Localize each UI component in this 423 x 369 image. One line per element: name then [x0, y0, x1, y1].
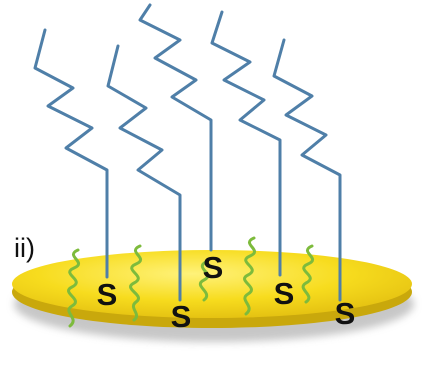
short-chain [129, 244, 143, 322]
sulfur-atom: S [171, 299, 192, 334]
long-chain-layer [33, 3, 342, 302]
substrate-top [12, 250, 412, 318]
gold-substrate [12, 250, 414, 342]
sulfur-atom: S [335, 296, 356, 331]
short-chain [243, 236, 257, 316]
panel-label: ii) [14, 233, 35, 263]
long-chain [272, 38, 342, 302]
sulfur-atom: S [97, 277, 118, 312]
short-chain [198, 260, 210, 302]
short-chain [301, 244, 315, 304]
long-chain [210, 10, 282, 277]
sulfur-atoms: S S S S S [97, 250, 356, 334]
long-chain [33, 28, 109, 279]
short-chain [67, 248, 81, 328]
long-chain [106, 44, 182, 302]
sulfur-atom: S [274, 276, 295, 311]
sulfur-atom: S [203, 250, 224, 285]
long-chain [138, 3, 213, 252]
short-chain-layer [67, 236, 315, 328]
